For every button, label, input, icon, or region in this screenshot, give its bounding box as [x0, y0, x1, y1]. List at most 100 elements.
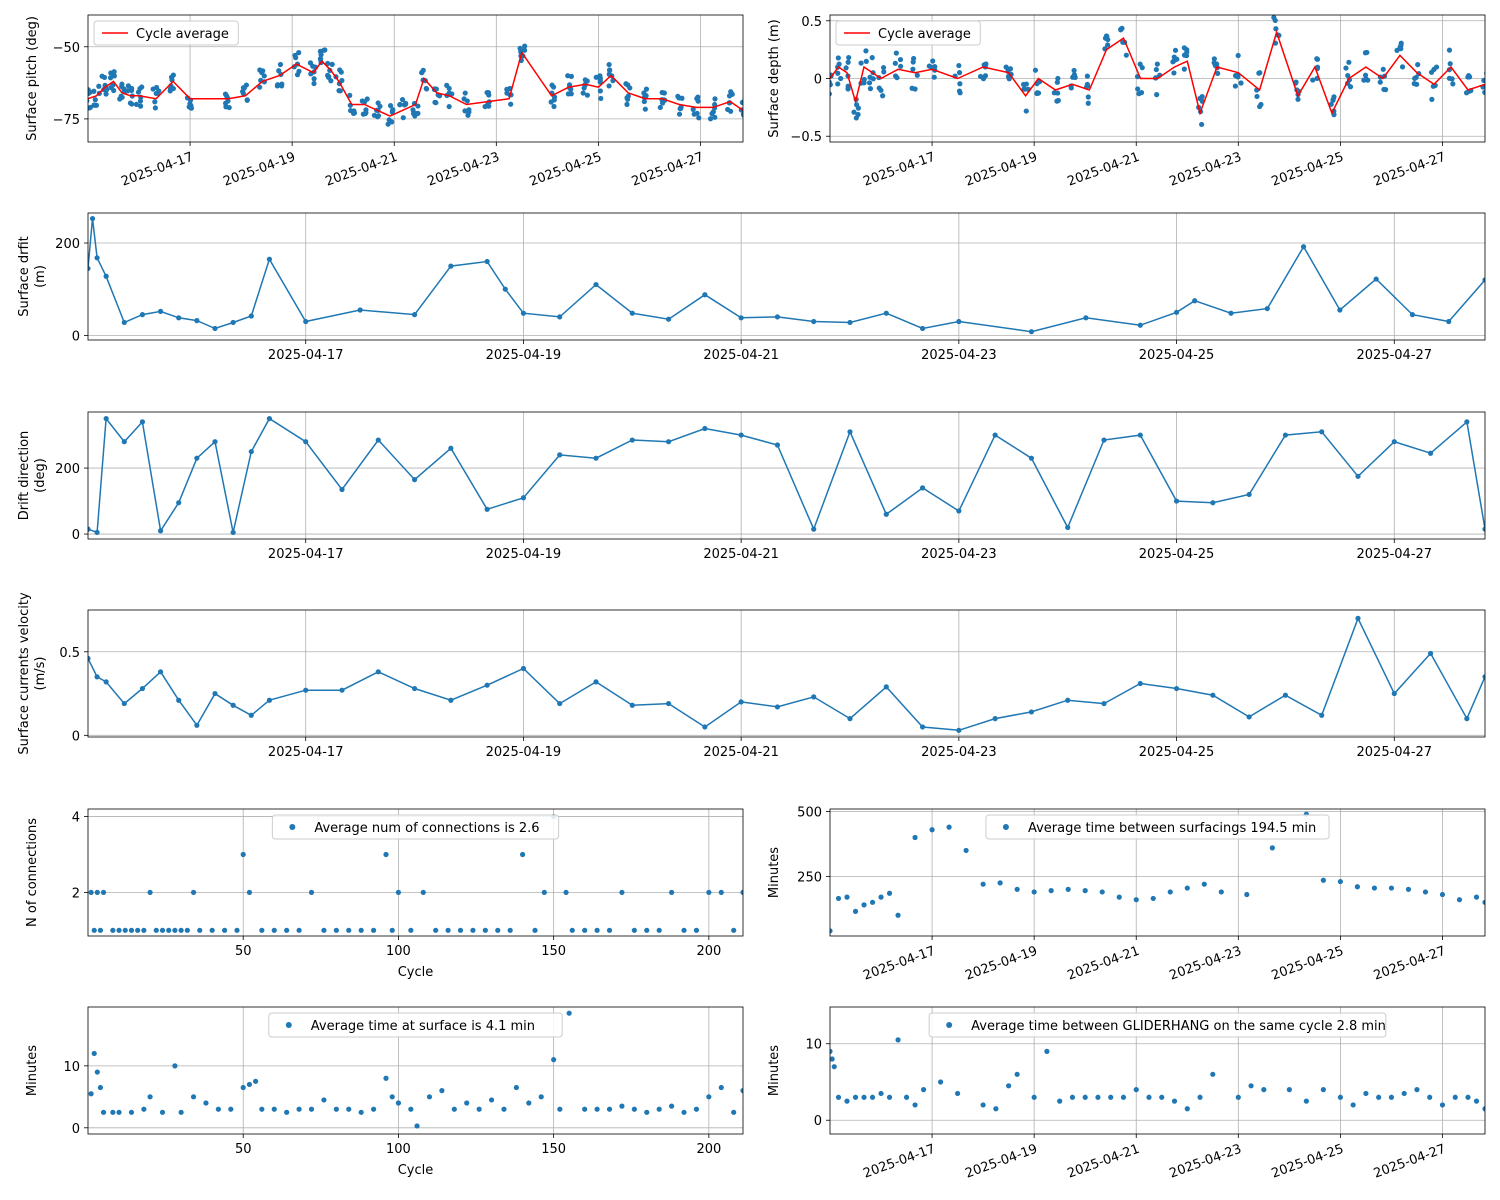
- data-point: [1320, 1087, 1326, 1093]
- data-point: [863, 58, 869, 64]
- data-point: [419, 70, 425, 76]
- data-point: [878, 894, 884, 900]
- data-point: [212, 690, 218, 697]
- legend-label: Cycle average: [878, 27, 971, 42]
- y-axis-label: Surface currents velocity(m/s): [17, 592, 48, 755]
- data-point: [266, 697, 273, 703]
- data-point: [597, 88, 603, 94]
- x-tick-label: 150: [541, 1142, 566, 1157]
- data-point: [159, 927, 166, 933]
- data-point: [1159, 1094, 1165, 1100]
- data-point: [1028, 709, 1035, 715]
- data-point: [709, 111, 715, 117]
- data-point: [519, 851, 526, 858]
- data-point: [226, 104, 232, 111]
- data-point: [1065, 524, 1071, 531]
- x-tick-label: 2025-04-23: [1168, 944, 1244, 984]
- data-point: [119, 81, 125, 87]
- data-point: [981, 62, 987, 68]
- data-point: [482, 927, 488, 933]
- data-point: [846, 54, 852, 61]
- y-tick-label: 10: [63, 1060, 80, 1075]
- data-point: [606, 927, 613, 933]
- data-point: [1133, 897, 1139, 903]
- data-point: [1006, 1083, 1012, 1089]
- legend-dot-swatch: [285, 1022, 292, 1028]
- series-line: [88, 218, 1485, 333]
- y-tick-label: −50: [53, 41, 80, 56]
- data-point: [346, 1106, 352, 1112]
- data-point: [119, 94, 125, 100]
- data-point: [831, 1064, 837, 1070]
- data-point: [358, 1109, 364, 1115]
- y-tick-label: 2: [72, 886, 80, 901]
- data-point: [100, 889, 107, 896]
- data-point: [448, 263, 454, 269]
- data-point: [743, 104, 748, 109]
- data-point: [677, 106, 683, 112]
- data-point: [321, 927, 327, 933]
- data-point: [1031, 1094, 1037, 1100]
- data-point: [619, 1103, 625, 1109]
- data-point: [122, 927, 128, 933]
- data-point: [1210, 1071, 1216, 1077]
- data-point: [178, 927, 184, 933]
- data-point: [271, 927, 277, 933]
- x-tick-label: 2025-04-23: [921, 745, 997, 760]
- data-point: [94, 529, 100, 536]
- data-point: [111, 69, 117, 75]
- axes-frame: [829, 1006, 1486, 1135]
- data-point: [1171, 1098, 1178, 1104]
- x-tick-label: 2025-04-27: [1372, 944, 1448, 984]
- data-point: [1137, 322, 1143, 328]
- data-point: [656, 927, 662, 933]
- data-point: [830, 79, 832, 85]
- data-point: [1373, 276, 1379, 282]
- data-point: [408, 1106, 414, 1112]
- x-tick-label: 2025-04-27: [1372, 1142, 1448, 1182]
- data-point: [1399, 64, 1406, 70]
- data-point: [234, 927, 240, 933]
- data-point: [992, 716, 998, 722]
- data-point: [1105, 36, 1111, 43]
- data-point: [1450, 81, 1456, 87]
- data-point: [607, 67, 613, 73]
- y-tick-label: 250: [797, 870, 822, 885]
- data-point: [1065, 697, 1071, 703]
- x-tick-label: 2025-04-25: [1139, 348, 1215, 363]
- data-point: [1167, 889, 1173, 895]
- data-point: [1466, 72, 1472, 79]
- data-point: [863, 48, 869, 54]
- data-point: [1439, 1102, 1446, 1108]
- data-point: [121, 319, 127, 326]
- data-point: [296, 68, 302, 74]
- data-point: [157, 308, 164, 314]
- data-point: [411, 685, 418, 692]
- chart-connections: 50 100 150 200 2 4 N of connections Cycle Averag…: [25, 808, 744, 980]
- data-point: [1314, 56, 1321, 62]
- data-point: [893, 50, 899, 56]
- data-point: [375, 113, 382, 119]
- data-point: [317, 56, 324, 62]
- data-point: [520, 310, 527, 316]
- y-tick-label: 0: [72, 729, 80, 744]
- data-point: [1414, 1087, 1420, 1093]
- data-point: [728, 89, 734, 95]
- y-tick-label: 200: [55, 462, 80, 477]
- data-point: [665, 439, 672, 445]
- series-line: [88, 616, 1485, 732]
- legend-box: [928, 1012, 1387, 1038]
- data-point: [92, 97, 98, 103]
- data-point: [383, 851, 389, 858]
- data-point: [446, 103, 452, 110]
- x-tick-label: 2025-04-27: [630, 150, 706, 190]
- data-point: [88, 889, 94, 896]
- y-tick-label: 0: [72, 528, 80, 543]
- data-point: [311, 80, 317, 87]
- data-point: [1171, 70, 1177, 76]
- data-point: [156, 88, 162, 94]
- legend-box: [835, 20, 981, 46]
- data-point: [339, 687, 345, 693]
- x-tick-label: 200: [696, 1142, 721, 1157]
- x-tick-label: 150: [541, 944, 566, 959]
